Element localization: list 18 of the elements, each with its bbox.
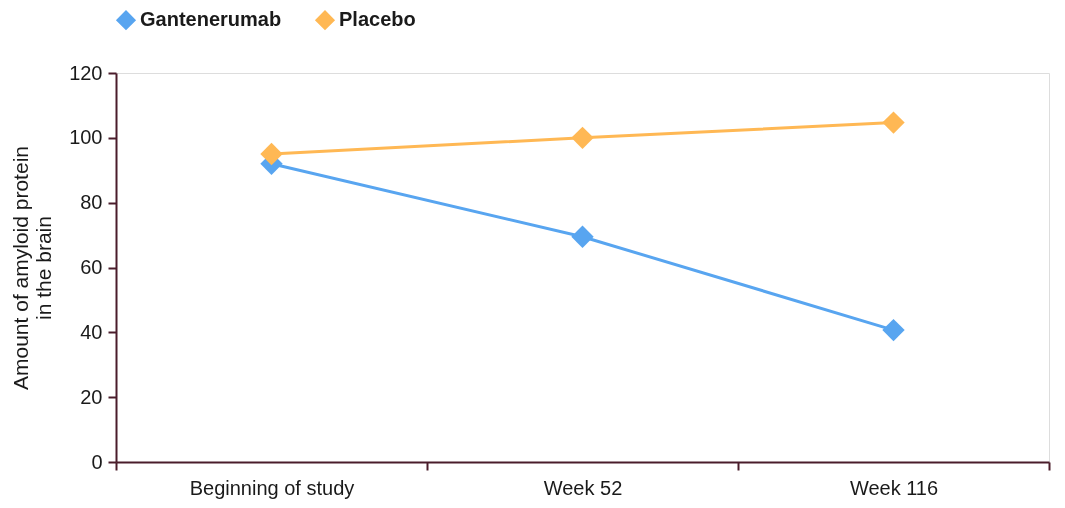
point bbox=[882, 318, 905, 342]
y-tick-label: 0 bbox=[91, 450, 103, 473]
y-axis-title: Amount of amyloid protein in the brain bbox=[9, 146, 56, 390]
y-tick-label: 40 bbox=[80, 320, 103, 343]
point bbox=[260, 142, 283, 166]
point bbox=[571, 225, 594, 248]
y-tick-label: 100 bbox=[69, 126, 103, 149]
y-tick-label: 120 bbox=[69, 61, 103, 84]
y-tick-label: 80 bbox=[80, 191, 103, 214]
legend-label: Placebo bbox=[339, 8, 416, 31]
point bbox=[882, 111, 905, 134]
x-tick-label: Week 116 bbox=[849, 476, 939, 499]
legend-label: Gantenerumab bbox=[140, 8, 282, 31]
point bbox=[571, 126, 594, 150]
x-tick-label: Week 52 bbox=[543, 476, 623, 499]
y-tick-label: 60 bbox=[80, 256, 103, 278]
y-tick-label: 20 bbox=[80, 385, 103, 408]
x-tick-label: Beginning of study bbox=[189, 476, 355, 499]
